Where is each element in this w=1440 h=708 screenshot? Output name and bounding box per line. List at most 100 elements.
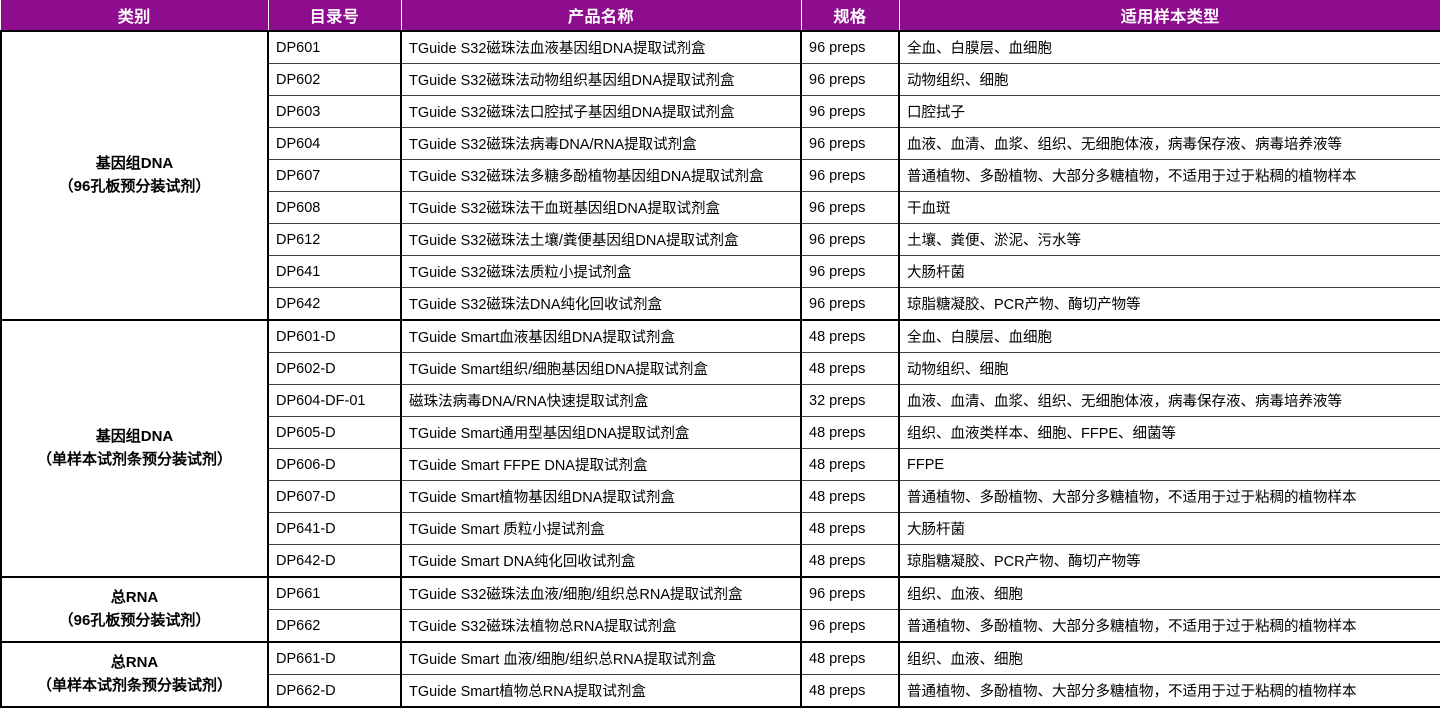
specification-cell: 48 preps: [801, 416, 900, 449]
table-row: DP642 TGuide S32磁珠法DNA纯化回收试剂盒 96 preps 琼脂糖凝…: [1, 287, 1440, 321]
specification-cell: 48 preps: [801, 352, 900, 385]
category-cell: 总RNA （96孔板预分装试剂）: [0, 577, 269, 643]
specification-cell: 48 preps: [801, 512, 900, 545]
catalog-number-cell: DP641-D: [268, 512, 402, 545]
specification-cell: 48 preps: [801, 674, 900, 708]
specification-cell: 48 preps: [801, 448, 900, 481]
product-name-cell: TGuide S32磁珠法血液基因组DNA提取试剂盒: [401, 31, 802, 64]
sample-type-cell: 全血、白膜层、血细胞: [899, 320, 1440, 353]
table-row: DP605-D TGuide Smart通用型基因组DNA提取试剂盒 48 prep…: [1, 416, 1440, 449]
table-row: DP604 TGuide S32磁珠法病毒DNA/RNA提取试剂盒 96 preps…: [1, 127, 1440, 160]
product-name-cell: TGuide S32磁珠法病毒DNA/RNA提取试剂盒: [401, 127, 802, 160]
sample-type-cell: FFPE: [899, 448, 1440, 481]
column-header-catalog-number: 目录号: [268, 0, 402, 32]
specification-cell: 96 preps: [801, 287, 900, 321]
product-name-cell: TGuide Smart FFPE DNA提取试剂盒: [401, 448, 802, 481]
product-name-cell: TGuide S32磁珠法口腔拭子基因组DNA提取试剂盒: [401, 95, 802, 128]
category-name: 总RNA: [110, 654, 159, 671]
specification-cell: 48 preps: [801, 480, 900, 513]
table-row: DP608 TGuide S32磁珠法干血斑基因组DNA提取试剂盒 96 preps…: [1, 191, 1440, 224]
table-row: DP603 TGuide S32磁珠法口腔拭子基因组DNA提取试剂盒 96 prep…: [1, 95, 1440, 128]
category-subtitle: （单样本试剂条预分装试剂）: [36, 450, 232, 468]
category-name: 总RNA: [110, 589, 159, 606]
product-name-cell: TGuide Smart植物总RNA提取试剂盒: [401, 674, 802, 708]
specification-cell: 48 preps: [801, 642, 900, 675]
specification-cell: 96 preps: [801, 223, 900, 256]
catalog-number-cell: DP604-DF-01: [268, 384, 402, 417]
table-header: 类别 目录号 产品名称 规格 适用样本类型: [1, 0, 1440, 32]
catalog-number-cell: DP601-D: [268, 320, 402, 353]
catalog-number-cell: DP607: [268, 159, 402, 192]
specification-cell: 48 preps: [801, 544, 900, 578]
catalog-number-cell: DP603: [268, 95, 402, 128]
specification-cell: 32 preps: [801, 384, 900, 417]
catalog-number-cell: DP608: [268, 191, 402, 224]
product-name-cell: 磁珠法病毒DNA/RNA快速提取试剂盒: [401, 384, 802, 417]
sample-type-cell: 全血、白膜层、血细胞: [899, 31, 1440, 64]
specification-cell: 96 preps: [801, 31, 900, 64]
product-name-cell: TGuide Smart血液基因组DNA提取试剂盒: [401, 320, 802, 353]
specification-cell: 96 preps: [801, 95, 900, 128]
column-header-category: 类别: [1, 0, 269, 32]
catalog-number-cell: DP605-D: [268, 416, 402, 449]
specification-cell: 96 preps: [801, 609, 900, 643]
catalog-number-cell: DP607-D: [268, 480, 402, 513]
category-subtitle: （96孔板预分装试剂）: [58, 611, 211, 629]
specification-cell: 96 preps: [801, 159, 900, 192]
sample-type-cell: 组织、血液、细胞: [899, 577, 1440, 610]
catalog-number-cell: DP602-D: [268, 352, 402, 385]
sample-type-cell: 琼脂糖凝胶、PCR产物、酶切产物等: [899, 544, 1440, 578]
table-row: DP607 TGuide S32磁珠法多糖多酚植物基因组DNA提取试剂盒 96 pr…: [1, 159, 1440, 192]
specification-cell: 96 preps: [801, 577, 900, 610]
catalog-number-cell: DP601: [268, 31, 402, 64]
product-name-cell: TGuide Smart 质粒小提试剂盒: [401, 512, 802, 545]
category-cell: 总RNA （单样本试剂条预分装试剂）: [0, 642, 269, 708]
category-name: 基因组DNA: [95, 428, 174, 445]
category-cell: 基因组DNA （单样本试剂条预分装试剂）: [0, 320, 269, 578]
specification-cell: 96 preps: [801, 127, 900, 160]
product-name-cell: TGuide S32磁珠法动物组织基因组DNA提取试剂盒: [401, 63, 802, 96]
table-row: DP642-D TGuide Smart DNA纯化回收试剂盒 48 preps 琼脂…: [1, 544, 1440, 578]
table-row: 基因组DNA （单样本试剂条预分装试剂） DP601-D TGuide Smart血液…: [0, 320, 1440, 578]
product-name-cell: TGuide S32磁珠法干血斑基因组DNA提取试剂盒: [401, 191, 802, 224]
category-subtitle: （96孔板预分装试剂）: [58, 177, 211, 195]
sample-type-cell: 大肠杆菌: [899, 512, 1440, 545]
sample-type-cell: 普通植物、多酚植物、大部分多糖植物，不适用于过于粘稠的植物样本: [899, 674, 1440, 708]
sample-type-cell: 组织、血液类样本、细胞、FFPE、细菌等: [899, 416, 1440, 449]
product-name-cell: TGuide Smart 血液/细胞/组织总RNA提取试剂盒: [401, 642, 802, 675]
sample-type-cell: 土壤、粪便、淤泥、污水等: [899, 223, 1440, 256]
sample-type-cell: 干血斑: [899, 191, 1440, 224]
table-row: 总RNA （96孔板预分装试剂） DP661 TGuide S32磁珠法血液/细胞/组…: [0, 577, 1440, 643]
product-name-cell: TGuide S32磁珠法植物总RNA提取试剂盒: [401, 609, 802, 643]
header-row: 类别 目录号 产品名称 规格 适用样本类型: [1, 0, 1440, 32]
table-row: DP612 TGuide S32磁珠法土壤/粪便基因组DNA提取试剂盒 96 pre…: [1, 223, 1440, 256]
table-row: DP662 TGuide S32磁珠法植物总RNA提取试剂盒 96 preps 普通植…: [1, 609, 1440, 643]
catalog-number-cell: DP642: [268, 287, 402, 321]
category-cell: 基因组DNA （96孔板预分装试剂）: [0, 31, 269, 321]
sample-type-cell: 动物组织、细胞: [899, 352, 1440, 385]
sample-type-cell: 琼脂糖凝胶、PCR产物、酶切产物等: [899, 287, 1440, 321]
product-name-cell: TGuide S32磁珠法血液/细胞/组织总RNA提取试剂盒: [401, 577, 802, 610]
table-row: DP602 TGuide S32磁珠法动物组织基因组DNA提取试剂盒 96 prep…: [1, 63, 1440, 96]
specification-cell: 96 preps: [801, 191, 900, 224]
catalog-number-cell: DP604: [268, 127, 402, 160]
catalog-number-cell: DP612: [268, 223, 402, 256]
column-header-sample-type: 适用样本类型: [899, 0, 1440, 32]
table-row: DP606-D TGuide Smart FFPE DNA提取试剂盒 48 prep…: [1, 448, 1440, 481]
table-row: DP602-D TGuide Smart组织/细胞基因组DNA提取试剂盒 48 pr…: [1, 352, 1440, 385]
product-name-cell: TGuide Smart DNA纯化回收试剂盒: [401, 544, 802, 578]
table-row: DP607-D TGuide Smart植物基因组DNA提取试剂盒 48 preps…: [1, 480, 1440, 513]
sample-type-cell: 血液、血清、血浆、组织、无细胞体液，病毒保存液、病毒培养液等: [899, 127, 1440, 160]
catalog-number-cell: DP642-D: [268, 544, 402, 578]
product-name-cell: TGuide Smart通用型基因组DNA提取试剂盒: [401, 416, 802, 449]
category-subtitle: （单样本试剂条预分装试剂）: [36, 676, 232, 694]
table-row: 基因组DNA （96孔板预分装试剂） DP601 TGuide S32磁珠法血液基因组…: [0, 31, 1440, 321]
sample-type-cell: 组织、血液、细胞: [899, 642, 1440, 675]
product-name-cell: TGuide S32磁珠法DNA纯化回收试剂盒: [401, 287, 802, 321]
category-name: 基因组DNA: [95, 155, 174, 172]
specification-cell: 48 preps: [801, 320, 900, 353]
table-row: 总RNA （单样本试剂条预分装试剂） DP661-D TGuide Smart 血液/…: [0, 642, 1440, 708]
column-header-product-name: 产品名称: [401, 0, 802, 32]
specification-cell: 96 preps: [801, 63, 900, 96]
